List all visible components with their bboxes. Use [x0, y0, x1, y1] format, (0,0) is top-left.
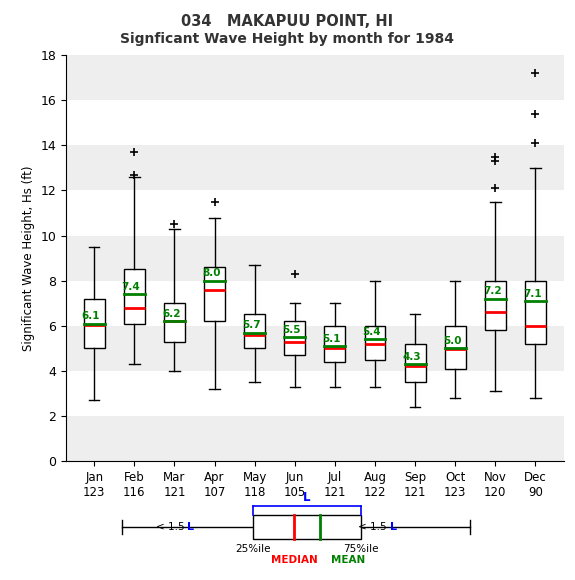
PathPatch shape: [244, 314, 265, 349]
Text: < 1.5: < 1.5: [156, 522, 187, 532]
Text: L: L: [390, 522, 397, 532]
Text: 6.1: 6.1: [82, 311, 100, 321]
Text: MEDIAN: MEDIAN: [271, 555, 318, 565]
Text: L: L: [303, 491, 311, 503]
Bar: [66, 55, 564, 100]
Text: 034   MAKAPUU POINT, HI: 034 MAKAPUU POINT, HI: [182, 14, 393, 30]
Text: 5.4: 5.4: [362, 327, 381, 337]
PathPatch shape: [84, 299, 105, 349]
Bar: [66, 371, 564, 416]
PathPatch shape: [525, 281, 546, 344]
Y-axis label: Significant Wave Height, Hs (ft): Significant Wave Height, Hs (ft): [22, 165, 35, 351]
Bar: [66, 100, 564, 146]
Text: 25%ile: 25%ile: [235, 544, 270, 554]
PathPatch shape: [365, 326, 385, 360]
Text: 75%ile: 75%ile: [344, 544, 379, 554]
Bar: [66, 146, 564, 190]
PathPatch shape: [445, 326, 466, 369]
PathPatch shape: [164, 303, 185, 342]
Text: MEAN: MEAN: [331, 555, 365, 565]
PathPatch shape: [485, 281, 506, 330]
Text: 7.1: 7.1: [523, 289, 542, 299]
Text: 5.7: 5.7: [242, 320, 260, 330]
PathPatch shape: [284, 321, 305, 355]
PathPatch shape: [405, 344, 426, 382]
Bar: [66, 281, 564, 326]
Text: 8.0: 8.0: [202, 269, 221, 278]
Bar: [252, 515, 361, 539]
Text: Signficant Wave Height by month for 1984: Signficant Wave Height by month for 1984: [121, 32, 454, 46]
Text: L: L: [187, 522, 194, 532]
Bar: [66, 416, 564, 461]
Bar: [66, 235, 564, 281]
Text: 6.2: 6.2: [162, 309, 181, 319]
Text: 7.2: 7.2: [483, 287, 501, 296]
PathPatch shape: [204, 267, 225, 321]
Text: 7.4: 7.4: [122, 282, 140, 292]
Text: 5.1: 5.1: [323, 334, 341, 344]
Text: 4.3: 4.3: [402, 352, 421, 362]
Text: 5.0: 5.0: [443, 336, 461, 346]
PathPatch shape: [124, 269, 145, 324]
Text: < 1.5: < 1.5: [358, 522, 390, 532]
PathPatch shape: [324, 326, 346, 362]
Bar: [66, 190, 564, 235]
Bar: [66, 326, 564, 371]
Text: 5.5: 5.5: [282, 325, 301, 335]
